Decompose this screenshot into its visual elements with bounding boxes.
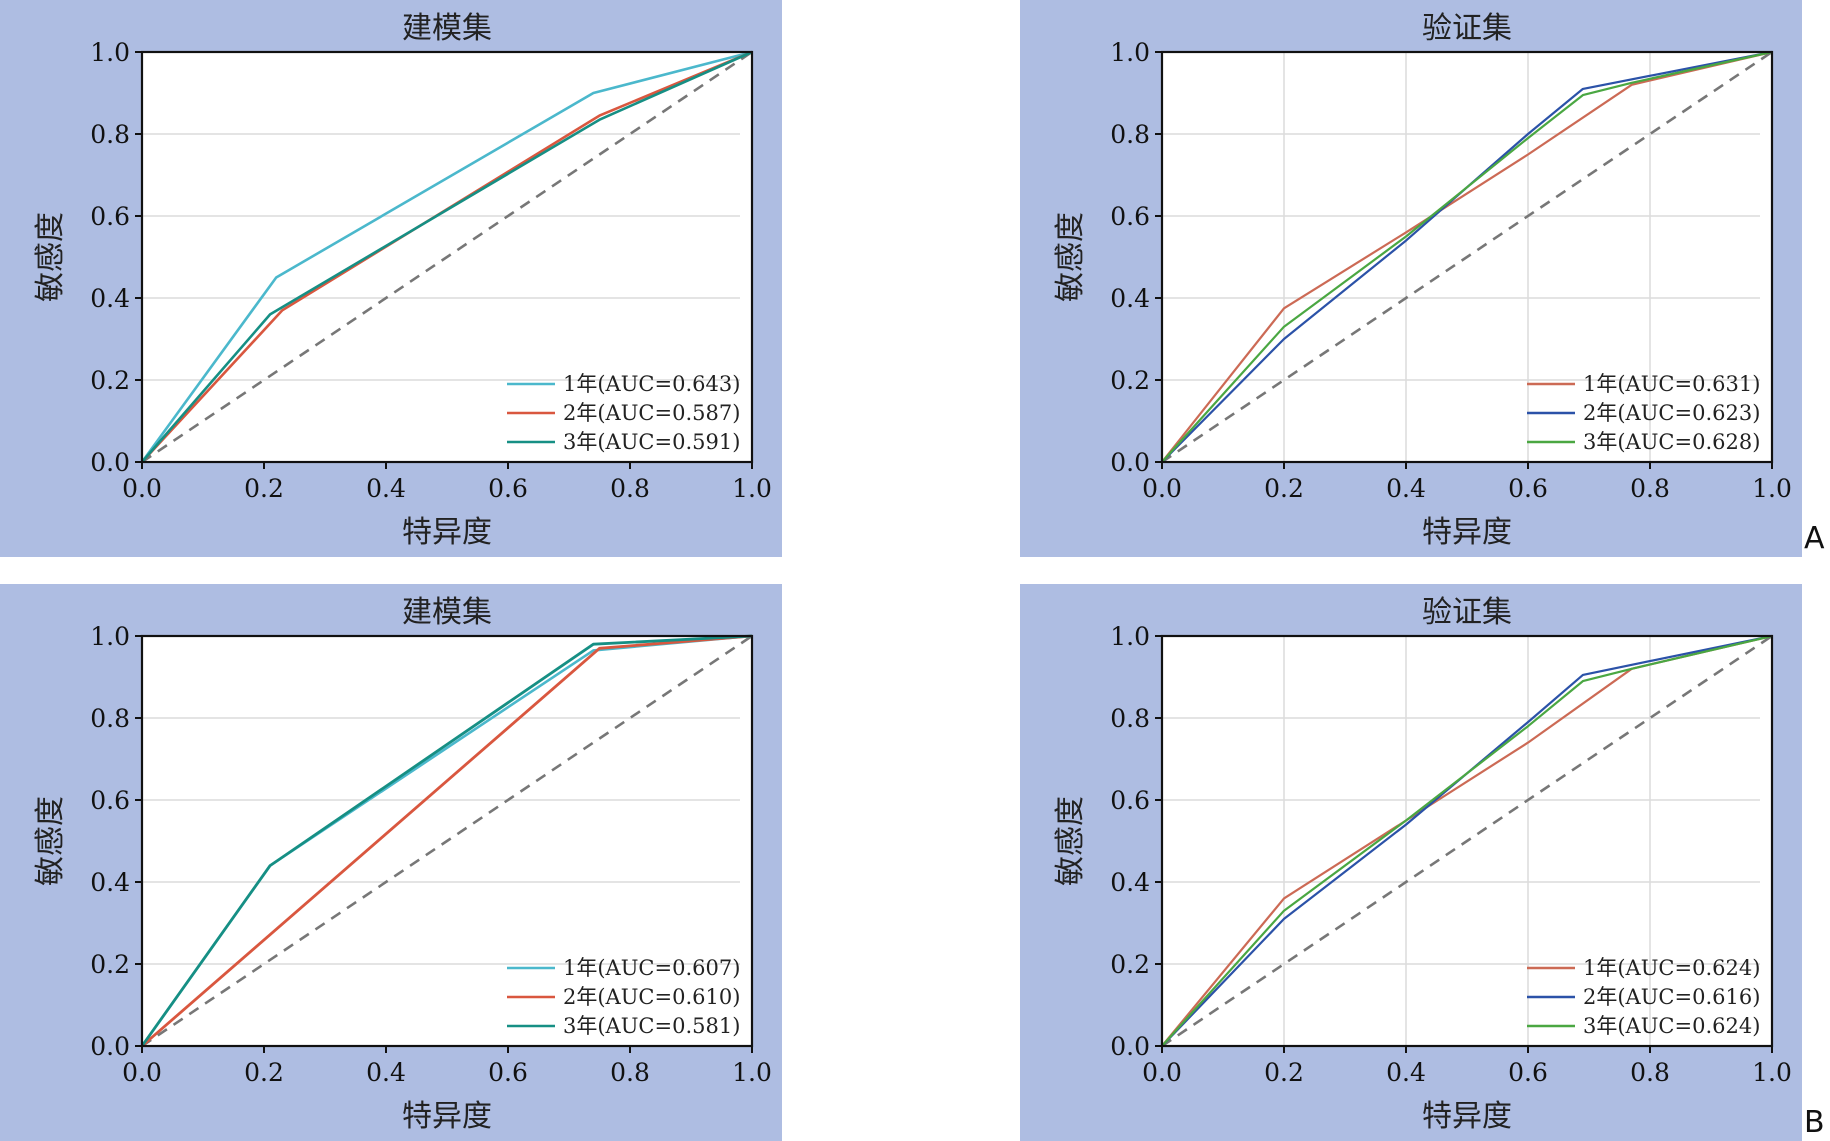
a-model-ytick-label-1: 0.2 [90, 366, 130, 395]
b-model-ytick-label-2: 0.4 [90, 868, 130, 897]
b-validation-x-axis-label: 特异度 [1422, 1099, 1512, 1134]
a-model-xtick-label-4: 0.8 [610, 474, 650, 503]
b-validation-ytick-label-1: 0.2 [1110, 950, 1150, 979]
b-model-xtick-label-0: 0.0 [122, 1058, 162, 1087]
a-validation-ytick-label-2: 0.4 [1110, 284, 1150, 313]
b-model-legend-label-1: 1年(AUC=0.607) [563, 956, 740, 980]
a-validation-ytick-label-1: 0.2 [1110, 366, 1150, 395]
a-model-series-3 [141, 50, 753, 463]
a-model-legend-label-3: 3年(AUC=0.591) [563, 430, 740, 454]
a-validation-series-1 [1161, 50, 1773, 463]
b-validation-ytick-label-3: 0.6 [1110, 786, 1150, 815]
panel-a-model: 0.0 0.2 0.4 0.6 0.8 1.0 0.0 0.2 0.4 0.6 0.8 1.0 建模集特… [0, 0, 782, 557]
a-model-xtick-label-0: 0.0 [122, 474, 162, 503]
a-validation-legend-label-3: 3年(AUC=0.628) [1583, 430, 1760, 454]
chart-a-model: 0.0 0.2 0.4 0.6 0.8 1.0 0.0 0.2 0.4 0.6 0.8 1.0 建模集特… [33, 11, 772, 550]
a-validation-plot-frame [1160, 50, 1774, 464]
a-model-x-axis-label: 特异度 [402, 515, 492, 550]
a-model-legend-label-1: 1年(AUC=0.643) [563, 372, 740, 396]
a-validation-reference-diagonal [1161, 50, 1773, 464]
a-model-xtick-label-2: 0.4 [366, 474, 406, 503]
a-validation-xtick-label-4: 0.8 [1630, 474, 1670, 503]
b-validation-ytick-label-5: 1.0 [1110, 622, 1150, 651]
a-validation-ytick-label-5: 1.0 [1110, 38, 1150, 67]
b-validation-ytick-label-0: 0.0 [1110, 1032, 1150, 1061]
a-validation-x-axis-label: 特异度 [1422, 515, 1512, 550]
a-model-reference-diagonal [141, 50, 753, 464]
a-model-legend-label-2: 2年(AUC=0.587) [563, 401, 740, 425]
a-model-ytick-label-3: 0.6 [90, 202, 130, 231]
a-validation-y-axis-label: 敏感度 [1053, 212, 1088, 302]
a-validation-xtick-label-3: 0.6 [1508, 474, 1548, 503]
b-validation-ytick-label-4: 0.8 [1110, 704, 1150, 733]
a-model-ytick-label-0: 0.0 [90, 448, 130, 477]
a-validation-xtick-label-0: 0.0 [1142, 474, 1182, 503]
b-model-ytick-label-3: 0.6 [90, 786, 130, 815]
b-model-xtick-label-1: 0.2 [244, 1058, 284, 1087]
b-validation-plot-frame [1160, 634, 1774, 1048]
b-validation-xtick-label-4: 0.8 [1630, 1058, 1670, 1087]
b-model-legend-label-3: 3年(AUC=0.581) [563, 1014, 740, 1038]
a-model-y-axis-label: 敏感度 [33, 212, 68, 302]
b-validation-series-3 [1161, 634, 1773, 1047]
b-validation-chart-title: 验证集 [1422, 595, 1512, 630]
b-validation-legend-label-3: 3年(AUC=0.624) [1583, 1014, 1760, 1038]
b-model-series-2 [141, 634, 753, 1048]
a-model-series-1 [140, 50, 753, 463]
panel-a-validation: 0.0 0.2 0.4 0.6 0.8 1.0 0.0 0.2 0.4 0.6 0.8 1.0 验证集特… [1020, 0, 1802, 557]
a-model-plot-frame [140, 50, 754, 464]
b-validation-xtick-label-1: 0.2 [1264, 1058, 1304, 1087]
panel-letter-b: B [1804, 1105, 1825, 1140]
a-validation-ytick-label-0: 0.0 [1110, 448, 1150, 477]
a-validation-ytick-label-4: 0.8 [1110, 120, 1150, 149]
b-model-x-axis-label: 特异度 [402, 1099, 492, 1134]
a-model-ytick-label-4: 0.8 [90, 120, 130, 149]
a-validation-legend-label-1: 1年(AUC=0.631) [1583, 372, 1760, 396]
b-validation-ytick-label-2: 0.4 [1110, 868, 1150, 897]
a-validation-xtick-label-2: 0.4 [1386, 474, 1426, 503]
b-model-xtick-label-2: 0.4 [366, 1058, 406, 1087]
b-validation-legend-label-1: 1年(AUC=0.624) [1583, 956, 1760, 980]
panel-b-model: 0.0 0.2 0.4 0.6 0.8 1.0 0.0 0.2 0.4 0.6 0.8 1.0 建模集特… [0, 584, 782, 1141]
b-model-xtick-label-5: 1.0 [732, 1058, 772, 1087]
b-model-ytick-label-1: 0.2 [90, 950, 130, 979]
a-validation-xtick-label-1: 0.2 [1264, 474, 1304, 503]
chart-b-validation: 0.0 0.2 0.4 0.6 0.8 1.0 0.0 0.2 0.4 0.6 0.8 1.0 验证集特… [1053, 595, 1792, 1134]
a-validation-xtick-label-5: 1.0 [1752, 474, 1792, 503]
a-validation-chart-title: 验证集 [1422, 11, 1512, 46]
a-model-ytick-label-2: 0.4 [90, 284, 130, 313]
panel-b-validation: 0.0 0.2 0.4 0.6 0.8 1.0 0.0 0.2 0.4 0.6 0.8 1.0 验证集特… [1020, 584, 1802, 1141]
b-model-xtick-label-4: 0.8 [610, 1058, 650, 1087]
a-validation-ytick-label-3: 0.6 [1110, 202, 1150, 231]
a-model-xtick-label-3: 0.6 [488, 474, 528, 503]
a-model-xtick-label-5: 1.0 [732, 474, 772, 503]
b-model-reference-diagonal [141, 634, 753, 1048]
a-model-chart-title: 建模集 [402, 11, 492, 46]
b-model-ytick-label-5: 1.0 [90, 622, 130, 651]
b-validation-legend-label-2: 2年(AUC=0.616) [1583, 985, 1760, 1009]
b-model-plot-frame [140, 634, 754, 1048]
panel-letter-a: A [1804, 521, 1825, 556]
a-model-ytick-label-5: 1.0 [90, 38, 130, 67]
a-validation-series-3 [1161, 50, 1773, 463]
a-validation-legend-label-2: 2年(AUC=0.623) [1583, 401, 1760, 425]
b-model-y-axis-label: 敏感度 [33, 796, 68, 886]
b-model-legend-label-2: 2年(AUC=0.610) [563, 985, 740, 1009]
b-validation-xtick-label-3: 0.6 [1508, 1058, 1548, 1087]
b-validation-xtick-label-2: 0.4 [1386, 1058, 1426, 1087]
b-model-series-3 [140, 634, 753, 1047]
b-validation-reference-diagonal [1161, 634, 1773, 1048]
a-model-xtick-label-1: 0.2 [244, 474, 284, 503]
b-model-xtick-label-3: 0.6 [488, 1058, 528, 1087]
b-model-ytick-label-0: 0.0 [90, 1032, 130, 1061]
b-validation-y-axis-label: 敏感度 [1053, 796, 1088, 886]
b-validation-xtick-label-5: 1.0 [1752, 1058, 1792, 1087]
b-validation-xtick-label-0: 0.0 [1142, 1058, 1182, 1087]
chart-b-model: 0.0 0.2 0.4 0.6 0.8 1.0 0.0 0.2 0.4 0.6 0.8 1.0 建模集特… [33, 595, 772, 1134]
b-model-ytick-label-4: 0.8 [90, 704, 130, 733]
chart-a-validation: 0.0 0.2 0.4 0.6 0.8 1.0 0.0 0.2 0.4 0.6 0.8 1.0 验证集特… [1053, 11, 1792, 550]
b-model-chart-title: 建模集 [402, 595, 492, 630]
